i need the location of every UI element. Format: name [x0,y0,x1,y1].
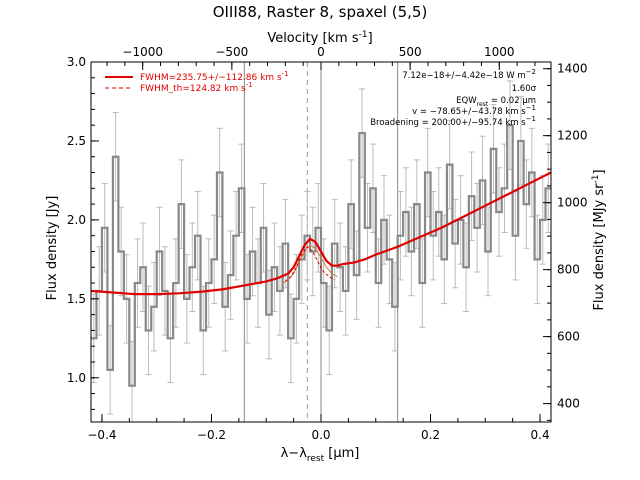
x-axis-title: λ−λrest [μm] [281,446,360,464]
right-tick-label: 600 [557,330,580,344]
series-layer [91,62,551,422]
right-tick-label: 400 [557,397,580,411]
annotation-broadening: Broadening = 200.00+/−95.74 km s−1 [370,115,536,128]
x-tick-label: 0.0 [311,428,330,442]
top-tick-label: 500 [399,45,422,59]
x-tick-label: −0.2 [197,428,226,442]
right-tick-label: 1200 [557,129,588,143]
top-tick-label: −1000 [122,45,163,59]
top-tick-label: 0 [317,45,325,59]
x-tick-label: 0.4 [531,428,550,442]
annotation-eqw: EQWrest = 0.02 μm [456,96,536,108]
y-tick-label: 2.5 [67,134,86,148]
y-tick-label: 2.0 [67,213,86,227]
right-tick-label: 1400 [557,62,588,76]
annotation-flux: 7.12e−18+/−4.42e−18 W m−2 [402,68,536,81]
plot-area [91,62,551,422]
chart-title: OIII88, Raster 8, spaxel (5,5) [213,3,428,21]
y-tick-label: 1.0 [67,371,86,385]
legend-entry-fwhm: FWHM=235.75+/−112.86 km s-1 [140,70,289,83]
x-tick-label: 0.2 [421,428,440,442]
top-tick-label: 1000 [484,45,515,59]
fit-component [282,244,338,284]
x-tick-label: −0.4 [87,428,116,442]
right-tick-label: 1000 [557,196,588,210]
y-tick-label: 1.5 [67,292,86,306]
fit-total-line [91,171,551,296]
right-tick-label: 800 [557,263,580,277]
legend-entry-fwhm-th: FWHM_th=124.82 km s-1 [140,81,253,94]
annotation-sigma: 1.60σ [512,84,537,94]
annotations: 7.12e−18+/−4.42e−18 W m−2 1.60σ EQWrest … [370,68,536,128]
y-axis-title-right: Flux density [MJy sr-1] [591,169,607,310]
annotation-velocity: v = −78.65+/−43.78 km s−1 [412,104,536,117]
y-tick-label: 3.0 [67,55,86,69]
y-axis-title-left: Flux density [Jy] [45,196,60,301]
data-spectrum-steps [91,124,551,387]
axes-layer: −0.4 −0.2 0.0 0.2 0.4 −1000 −500 0 500 1000 1.0 1.5… [67,45,588,442]
fit-thermal-component [285,245,335,282]
top-tick-label: −500 [215,45,248,59]
legend: FWHM=235.75+/−112.86 km s-1 FWHM_th=124.… [105,70,289,94]
top-axis-title: Velocity [km s-1] [267,30,372,46]
